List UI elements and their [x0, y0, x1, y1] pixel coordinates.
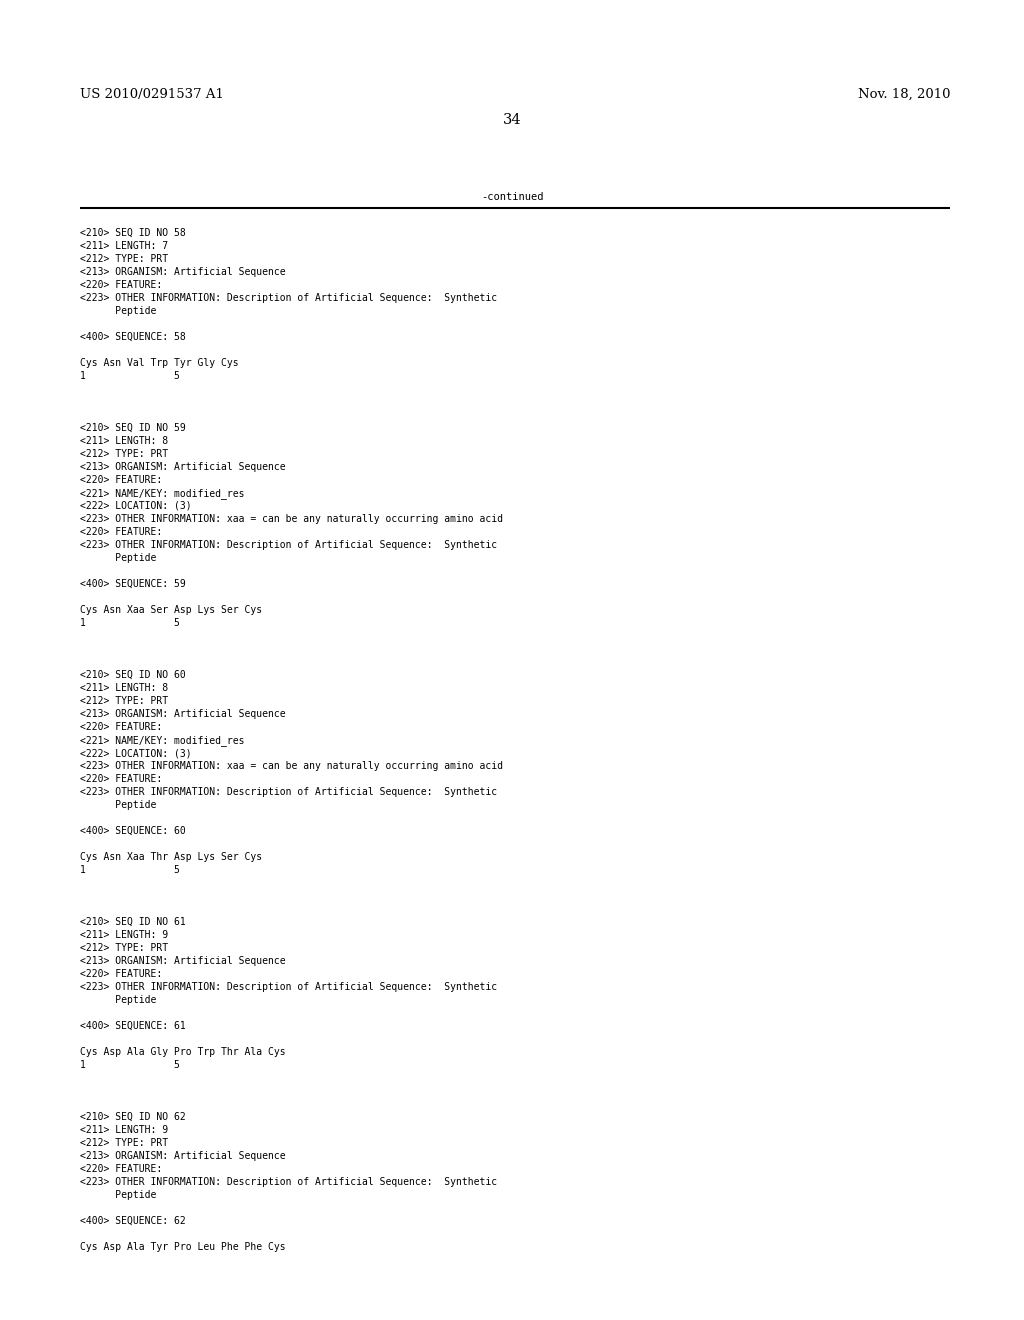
Text: <220> FEATURE:: <220> FEATURE: [80, 280, 162, 290]
Text: <400> SEQUENCE: 59: <400> SEQUENCE: 59 [80, 579, 185, 589]
Text: Cys Asp Ala Gly Pro Trp Thr Ala Cys: Cys Asp Ala Gly Pro Trp Thr Ala Cys [80, 1047, 286, 1057]
Text: <223> OTHER INFORMATION: Description of Artificial Sequence:  Synthetic: <223> OTHER INFORMATION: Description of … [80, 787, 497, 797]
Text: Peptide: Peptide [80, 995, 157, 1005]
Text: <222> LOCATION: (3): <222> LOCATION: (3) [80, 748, 191, 758]
Text: 1               5: 1 5 [80, 618, 180, 628]
Text: <222> LOCATION: (3): <222> LOCATION: (3) [80, 502, 191, 511]
Text: <210> SEQ ID NO 60: <210> SEQ ID NO 60 [80, 671, 185, 680]
Text: Peptide: Peptide [80, 553, 157, 564]
Text: <210> SEQ ID NO 59: <210> SEQ ID NO 59 [80, 422, 185, 433]
Text: <223> OTHER INFORMATION: xaa = can be any naturally occurring amino acid: <223> OTHER INFORMATION: xaa = can be an… [80, 513, 503, 524]
Text: 1               5: 1 5 [80, 865, 180, 875]
Text: <213> ORGANISM: Artificial Sequence: <213> ORGANISM: Artificial Sequence [80, 956, 286, 966]
Text: <211> LENGTH: 8: <211> LENGTH: 8 [80, 436, 168, 446]
Text: <220> FEATURE:: <220> FEATURE: [80, 774, 162, 784]
Text: <400> SEQUENCE: 58: <400> SEQUENCE: 58 [80, 333, 185, 342]
Text: <223> OTHER INFORMATION: xaa = can be any naturally occurring amino acid: <223> OTHER INFORMATION: xaa = can be an… [80, 762, 503, 771]
Text: <220> FEATURE:: <220> FEATURE: [80, 475, 162, 484]
Text: 1               5: 1 5 [80, 371, 180, 381]
Text: <220> FEATURE:: <220> FEATURE: [80, 1164, 162, 1173]
Text: Cys Asn Xaa Thr Asp Lys Ser Cys: Cys Asn Xaa Thr Asp Lys Ser Cys [80, 851, 262, 862]
Text: 34: 34 [503, 114, 521, 127]
Text: <211> LENGTH: 8: <211> LENGTH: 8 [80, 682, 168, 693]
Text: <210> SEQ ID NO 58: <210> SEQ ID NO 58 [80, 228, 185, 238]
Text: <400> SEQUENCE: 60: <400> SEQUENCE: 60 [80, 826, 185, 836]
Text: Peptide: Peptide [80, 800, 157, 810]
Text: Cys Asn Xaa Ser Asp Lys Ser Cys: Cys Asn Xaa Ser Asp Lys Ser Cys [80, 605, 262, 615]
Text: <221> NAME/KEY: modified_res: <221> NAME/KEY: modified_res [80, 488, 245, 499]
Text: Cys Asp Ala Tyr Pro Leu Phe Phe Cys: Cys Asp Ala Tyr Pro Leu Phe Phe Cys [80, 1242, 286, 1251]
Text: <213> ORGANISM: Artificial Sequence: <213> ORGANISM: Artificial Sequence [80, 267, 286, 277]
Text: <223> OTHER INFORMATION: Description of Artificial Sequence:  Synthetic: <223> OTHER INFORMATION: Description of … [80, 982, 497, 993]
Text: Peptide: Peptide [80, 1191, 157, 1200]
Text: <212> TYPE: PRT: <212> TYPE: PRT [80, 1138, 168, 1148]
Text: <210> SEQ ID NO 62: <210> SEQ ID NO 62 [80, 1111, 185, 1122]
Text: Nov. 18, 2010: Nov. 18, 2010 [857, 88, 950, 102]
Text: <212> TYPE: PRT: <212> TYPE: PRT [80, 942, 168, 953]
Text: <212> TYPE: PRT: <212> TYPE: PRT [80, 253, 168, 264]
Text: <400> SEQUENCE: 62: <400> SEQUENCE: 62 [80, 1216, 185, 1226]
Text: <213> ORGANISM: Artificial Sequence: <213> ORGANISM: Artificial Sequence [80, 1151, 286, 1162]
Text: <221> NAME/KEY: modified_res: <221> NAME/KEY: modified_res [80, 735, 245, 746]
Text: Cys Asn Val Trp Tyr Gly Cys: Cys Asn Val Trp Tyr Gly Cys [80, 358, 239, 368]
Text: <211> LENGTH: 9: <211> LENGTH: 9 [80, 931, 168, 940]
Text: <211> LENGTH: 9: <211> LENGTH: 9 [80, 1125, 168, 1135]
Text: <223> OTHER INFORMATION: Description of Artificial Sequence:  Synthetic: <223> OTHER INFORMATION: Description of … [80, 1177, 497, 1187]
Text: Peptide: Peptide [80, 306, 157, 315]
Text: <212> TYPE: PRT: <212> TYPE: PRT [80, 696, 168, 706]
Text: <220> FEATURE:: <220> FEATURE: [80, 969, 162, 979]
Text: <213> ORGANISM: Artificial Sequence: <213> ORGANISM: Artificial Sequence [80, 709, 286, 719]
Text: <210> SEQ ID NO 61: <210> SEQ ID NO 61 [80, 917, 185, 927]
Text: <400> SEQUENCE: 61: <400> SEQUENCE: 61 [80, 1020, 185, 1031]
Text: <211> LENGTH: 7: <211> LENGTH: 7 [80, 242, 168, 251]
Text: <220> FEATURE:: <220> FEATURE: [80, 527, 162, 537]
Text: US 2010/0291537 A1: US 2010/0291537 A1 [80, 88, 224, 102]
Text: -continued: -continued [480, 191, 544, 202]
Text: <223> OTHER INFORMATION: Description of Artificial Sequence:  Synthetic: <223> OTHER INFORMATION: Description of … [80, 293, 497, 304]
Text: <212> TYPE: PRT: <212> TYPE: PRT [80, 449, 168, 459]
Text: 1               5: 1 5 [80, 1060, 180, 1071]
Text: <213> ORGANISM: Artificial Sequence: <213> ORGANISM: Artificial Sequence [80, 462, 286, 473]
Text: <223> OTHER INFORMATION: Description of Artificial Sequence:  Synthetic: <223> OTHER INFORMATION: Description of … [80, 540, 497, 550]
Text: <220> FEATURE:: <220> FEATURE: [80, 722, 162, 733]
